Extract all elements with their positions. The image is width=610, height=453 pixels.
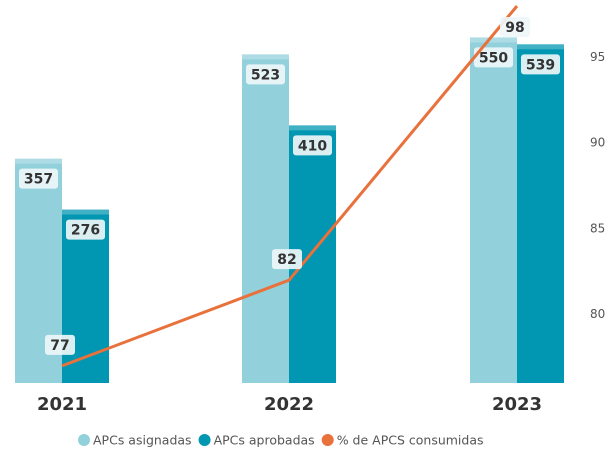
legend-label: APCs asignadas — [93, 433, 192, 448]
bar-cap — [15, 158, 62, 164]
data-label: 523 — [251, 67, 280, 83]
data-label: 82 — [277, 252, 296, 268]
data-label-box — [500, 17, 530, 37]
data-label-box — [474, 47, 513, 68]
bar — [470, 37, 517, 384]
data-label: 410 — [298, 138, 327, 154]
bar — [242, 54, 289, 384]
bar-cap — [517, 44, 564, 50]
y2-tick-label: 90 — [590, 136, 605, 150]
legend-swatch — [321, 434, 334, 446]
bar-cap — [470, 37, 517, 43]
bar-cap — [289, 125, 336, 131]
y2-tick-label: 80 — [590, 307, 605, 321]
data-label-box — [45, 334, 75, 355]
data-label: 98 — [505, 20, 524, 36]
bar-cap — [242, 54, 289, 60]
data-label-box — [246, 64, 285, 85]
bar-cap — [62, 209, 109, 215]
data-label: 77 — [50, 338, 69, 354]
data-label-box — [66, 219, 105, 240]
data-label-box — [521, 54, 560, 75]
legend-swatch — [198, 434, 211, 446]
data-label: 276 — [71, 223, 100, 239]
data-label-box — [293, 135, 332, 156]
y2-tick-label: 85 — [590, 221, 605, 235]
x-tick-label: 2022 — [264, 394, 314, 415]
legend: APCs asignadas APCs aprobadas % de APCS co… — [78, 433, 484, 448]
data-label-box — [272, 249, 302, 270]
x-tick-label: 2023 — [492, 394, 542, 415]
y2-tick-label: 95 — [590, 50, 605, 64]
legend-label: APCs aprobadas — [214, 433, 315, 448]
x-tick-label: 2021 — [37, 394, 87, 415]
data-label: 550 — [479, 50, 508, 66]
legend-swatch — [78, 434, 90, 446]
line — [61, 5, 519, 368]
data-label: 357 — [24, 172, 53, 188]
legend-label: % de APCS consumidas — [337, 433, 484, 448]
data-label-box — [19, 168, 58, 189]
bar — [517, 44, 564, 383]
data-label: 539 — [526, 57, 555, 73]
